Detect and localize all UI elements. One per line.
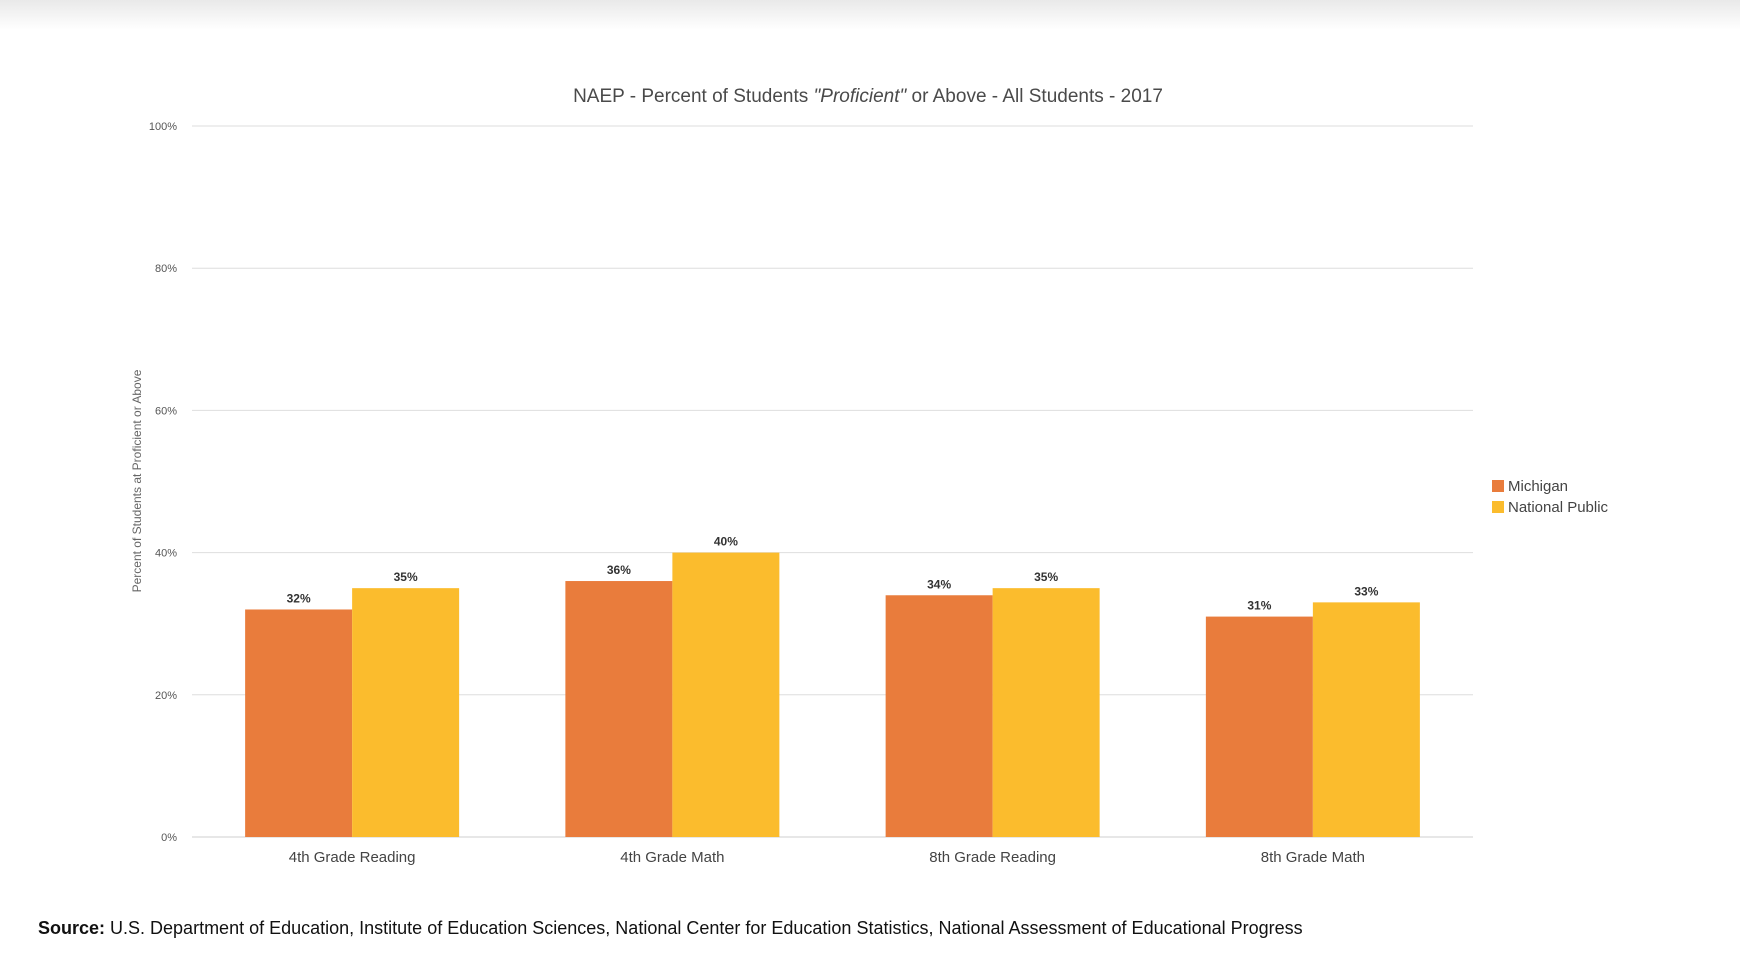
legend-swatch-national-public <box>1492 501 1504 513</box>
y-tick-label: 40% <box>155 548 177 560</box>
data-label: 35% <box>1034 570 1058 584</box>
bar-national-public-4 <box>1312 602 1420 837</box>
x-axis-labels: 4th Grade Reading 4th Grade Math 8th Grade… <box>289 849 1365 866</box>
legend-swatch-michigan <box>1492 480 1504 492</box>
y-tick-label: 20% <box>155 690 177 702</box>
legend-label: Michigan <box>1508 478 1568 495</box>
legend-label: National Public <box>1508 499 1609 516</box>
y-axis-ticks: 0% 20% 40% 60% 80% 100% <box>149 121 177 844</box>
x-tick-label: 4th Grade Reading <box>289 849 416 866</box>
chart-title: NAEP - Percent of Students "Proficient" … <box>573 86 1163 107</box>
bar-national-public-3 <box>992 588 1100 837</box>
data-label: 33% <box>1354 584 1378 598</box>
bar-chart: NAEP - Percent of Students "Proficient" … <box>130 86 1609 866</box>
bar-michigan-4 <box>1205 616 1313 837</box>
data-label: 31% <box>1247 599 1271 613</box>
y-tick-label: 80% <box>155 263 177 275</box>
data-label: 34% <box>927 577 951 591</box>
bars: 32% 35% 36% 40% 34% 35% 31% 33% <box>245 535 1420 837</box>
bar-michigan-2 <box>565 581 673 837</box>
y-tick-label: 100% <box>149 121 177 133</box>
data-label: 40% <box>714 535 738 549</box>
data-label: 35% <box>394 570 418 584</box>
data-label: 36% <box>607 563 631 577</box>
x-tick-label: 4th Grade Math <box>620 849 724 866</box>
bar-national-public-2 <box>672 552 780 837</box>
legend: Michigan National Public <box>1492 478 1609 516</box>
y-tick-label: 0% <box>161 832 177 844</box>
bar-michigan-1 <box>245 609 353 837</box>
x-tick-label: 8th Grade Reading <box>929 849 1056 866</box>
chart-title-part-1: NAEP - Percent of Students <box>573 86 813 107</box>
chart-title-part-3: or Above - All Students - 2017 <box>906 86 1163 107</box>
bar-national-public-1 <box>352 588 460 837</box>
source-note: Source: U.S. Department of Education, In… <box>38 918 1303 939</box>
x-tick-label: 8th Grade Math <box>1261 849 1365 866</box>
source-text: U.S. Department of Education, Institute … <box>105 918 1303 938</box>
data-label: 32% <box>287 591 311 605</box>
bar-michigan-3 <box>885 595 993 837</box>
source-label: Source: <box>38 918 106 938</box>
y-tick-label: 60% <box>155 405 177 417</box>
y-axis-title: Percent of Students at Proficient or Abo… <box>130 369 144 592</box>
chart-title-part-2: "Proficient" <box>814 86 908 107</box>
top-shade <box>0 0 1740 30</box>
